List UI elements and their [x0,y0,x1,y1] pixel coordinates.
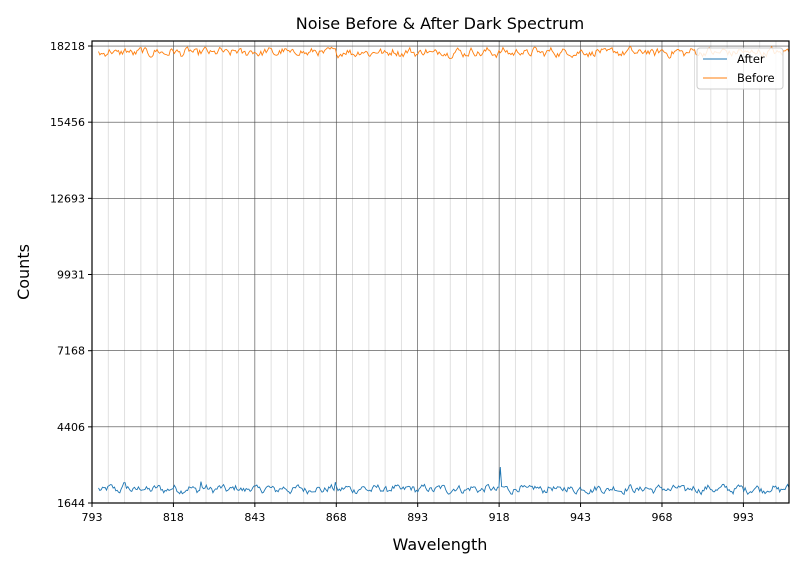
grid-layer [92,41,789,503]
y-tick-label: 12693 [50,192,85,205]
x-tick-label: 918 [489,511,510,524]
legend-label: Before [737,71,775,85]
y-tick-label: 4406 [57,421,85,434]
y-tick-label: 18218 [50,40,85,53]
y-tick-label: 7168 [57,345,85,358]
x-tick-label: 843 [244,511,265,524]
legend: After Before [696,47,784,90]
x-tick-label: 818 [163,511,184,524]
x-axis-label: Wavelength [393,535,488,554]
x-tick-label: 868 [326,511,347,524]
y-tick-label: 15456 [50,116,85,129]
y-tick-label: 1644 [57,497,85,510]
x-tick-label: 793 [82,511,103,524]
legend-label: After [737,52,765,66]
legend-box [696,47,784,90]
y-axis-label: Counts [14,244,33,300]
y-tick-label: 9931 [57,269,85,282]
x-tick-label: 993 [733,511,754,524]
chart-title: Noise Before & After Dark Spectrum [296,14,585,33]
series-line-before [98,45,790,60]
series-layer [98,45,790,496]
x-tick-label: 968 [651,511,672,524]
x-tick-label: 943 [570,511,591,524]
x-tick-label: 893 [407,511,428,524]
tick-layer: 793 818 843 868 893 918 943 968 993 1644 4406 7168 9… [50,40,754,524]
series-line-after [98,466,790,496]
plot-frame [91,40,790,504]
